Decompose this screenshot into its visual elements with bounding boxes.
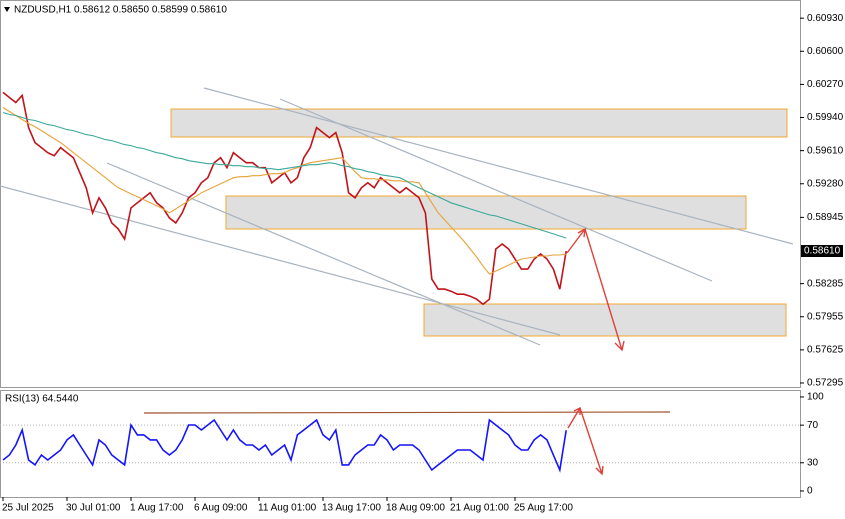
y-tick-label: 0.60930 (807, 13, 844, 24)
y-tick-label: 70 (807, 420, 819, 431)
trend-line (106, 162, 541, 346)
y-tick-label: 100 (807, 392, 824, 403)
rsi-pane (0, 390, 801, 498)
arrow (566, 227, 625, 352)
series-line (2, 418, 567, 473)
y-tick-label: 0.60600 (807, 46, 844, 57)
chart-title: NZDUSD,H1 0.58612 0.58650 0.58599 0.5861… (14, 5, 227, 16)
x-tick-label: 13 Aug 17:00 (322, 503, 381, 514)
y-tick-label: 0.59610 (807, 145, 844, 156)
x-tick-label: 6 Aug 09:00 (194, 503, 248, 514)
rsi-trend-line (143, 411, 671, 414)
menu-icon[interactable] (4, 7, 10, 12)
x-tick-label: 11 Aug 01:00 (258, 503, 317, 514)
y-tick-label: 0.58285 (807, 278, 844, 289)
arrow (567, 406, 604, 476)
series-line (2, 107, 567, 275)
y-tick-label: 0.59280 (807, 178, 844, 189)
trend-line (279, 98, 713, 282)
series-layer (0, 91, 800, 473)
price-label: 0.58610 (804, 246, 841, 257)
y-tick-label: 0.57955 (807, 311, 844, 322)
x-tick-label: 25 Aug 17:00 (514, 503, 573, 514)
zone (423, 303, 787, 337)
x-tick-label: 25 Jul 2025 (2, 503, 54, 514)
series-line (2, 111, 567, 239)
trend-line (203, 87, 794, 245)
x-tick-label: 18 Aug 09:00 (386, 503, 445, 514)
zone (170, 108, 788, 138)
y-tick-label: 0.57625 (807, 345, 844, 356)
y-tick-label: 0.60270 (807, 79, 844, 90)
rsi-title: RSI(13) 64.5440 (5, 394, 79, 405)
price-box (801, 245, 843, 258)
y-tick-label: 0.59940 (807, 112, 844, 123)
x-tick-label: 1 Aug 17:00 (130, 503, 184, 514)
zone (225, 195, 747, 230)
x-tick-label: 30 Jul 01:00 (66, 503, 121, 514)
y-tick-label: 30 (807, 457, 819, 468)
y-tick-label: 0.57295 (807, 378, 844, 389)
main-pane (0, 0, 801, 388)
y-tick-label: 0.58945 (807, 212, 844, 223)
x-tick-label: 21 Aug 01:00 (450, 503, 509, 514)
y-tick-label: 0 (807, 486, 813, 497)
